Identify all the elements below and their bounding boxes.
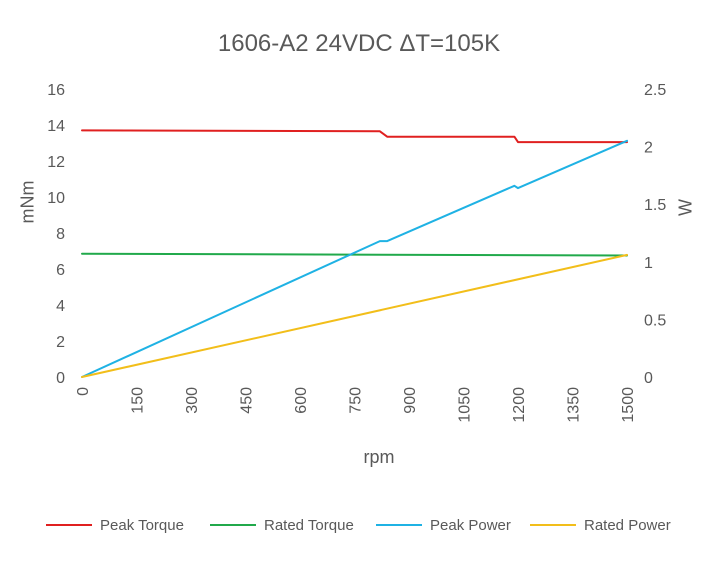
y2-axis-ticks: 0 0.5 1 1.5 2 2.5 xyxy=(644,82,666,387)
y2-tick-label: 0 xyxy=(644,370,653,387)
y-tick-label: 14 xyxy=(47,118,65,135)
x-tick-label: 1200 xyxy=(511,387,528,423)
y-tick-label: 6 xyxy=(56,262,65,279)
chart-plot: 0 2 4 6 8 10 12 14 16 0 0.5 1 1.5 2 2.5 0 150 300 450 600… xyxy=(47,82,666,423)
series-lines xyxy=(81,129,628,378)
series-line-rated-power xyxy=(81,253,628,378)
x-tick-label: 600 xyxy=(293,387,310,414)
y2-axis-title: W xyxy=(675,199,696,216)
legend-swatch xyxy=(530,524,576,526)
legend-label: Rated Torque xyxy=(264,516,354,534)
x-tick-label: 1500 xyxy=(620,387,637,423)
x-tick-label: 300 xyxy=(184,387,201,414)
series-line-peak-torque xyxy=(81,129,628,144)
legend-item-peak-torque: Peak Torque xyxy=(46,514,184,536)
y2-tick-label: 0.5 xyxy=(644,312,666,329)
legend-label: Peak Torque xyxy=(100,516,184,534)
legend-swatch xyxy=(46,524,92,526)
y-tick-label: 2 xyxy=(56,334,65,351)
x-tick-label: 1050 xyxy=(457,387,474,423)
series-line-rated-torque xyxy=(81,252,628,257)
y-tick-label: 12 xyxy=(47,154,65,171)
legend-item-rated-torque: Rated Torque xyxy=(210,514,354,536)
x-tick-label: 900 xyxy=(402,387,419,414)
y-tick-label: 4 xyxy=(56,298,65,315)
legend-label: Rated Power xyxy=(584,516,671,534)
y2-tick-label: 1 xyxy=(644,255,653,272)
x-tick-label: 450 xyxy=(239,387,256,414)
legend-item-rated-power: Rated Power xyxy=(530,514,671,536)
series-line-peak-power xyxy=(81,139,628,378)
legend-swatch xyxy=(376,524,422,526)
x-tick-label: 150 xyxy=(130,387,147,414)
chart-legend: Peak Torque Rated Torque Peak Power Rate… xyxy=(0,514,718,536)
x-tick-label: 0 xyxy=(75,387,92,396)
x-tick-label: 1350 xyxy=(566,387,583,423)
chart-title: 1606-A2 24VDC ΔT=105K xyxy=(217,30,501,57)
x-axis-ticks: 0 150 300 450 600 750 900 1050 1200 1350 1500 xyxy=(75,387,637,423)
y-axis-ticks: 0 2 4 6 8 10 12 14 16 xyxy=(47,82,65,387)
legend-swatch xyxy=(210,524,256,526)
y-axis-title: mNm xyxy=(17,180,38,224)
legend-label: Peak Power xyxy=(430,516,511,534)
y2-tick-label: 2.5 xyxy=(644,82,666,99)
y-tick-label: 10 xyxy=(47,190,65,207)
y2-tick-label: 2 xyxy=(644,140,653,157)
y-tick-label: 0 xyxy=(56,370,65,387)
x-axis-title: rpm xyxy=(363,447,395,467)
y2-tick-label: 1.5 xyxy=(644,197,666,214)
legend-item-peak-power: Peak Power xyxy=(376,514,511,536)
y-tick-label: 16 xyxy=(47,82,65,99)
y-tick-label: 8 xyxy=(56,226,65,243)
x-tick-label: 750 xyxy=(348,387,365,414)
